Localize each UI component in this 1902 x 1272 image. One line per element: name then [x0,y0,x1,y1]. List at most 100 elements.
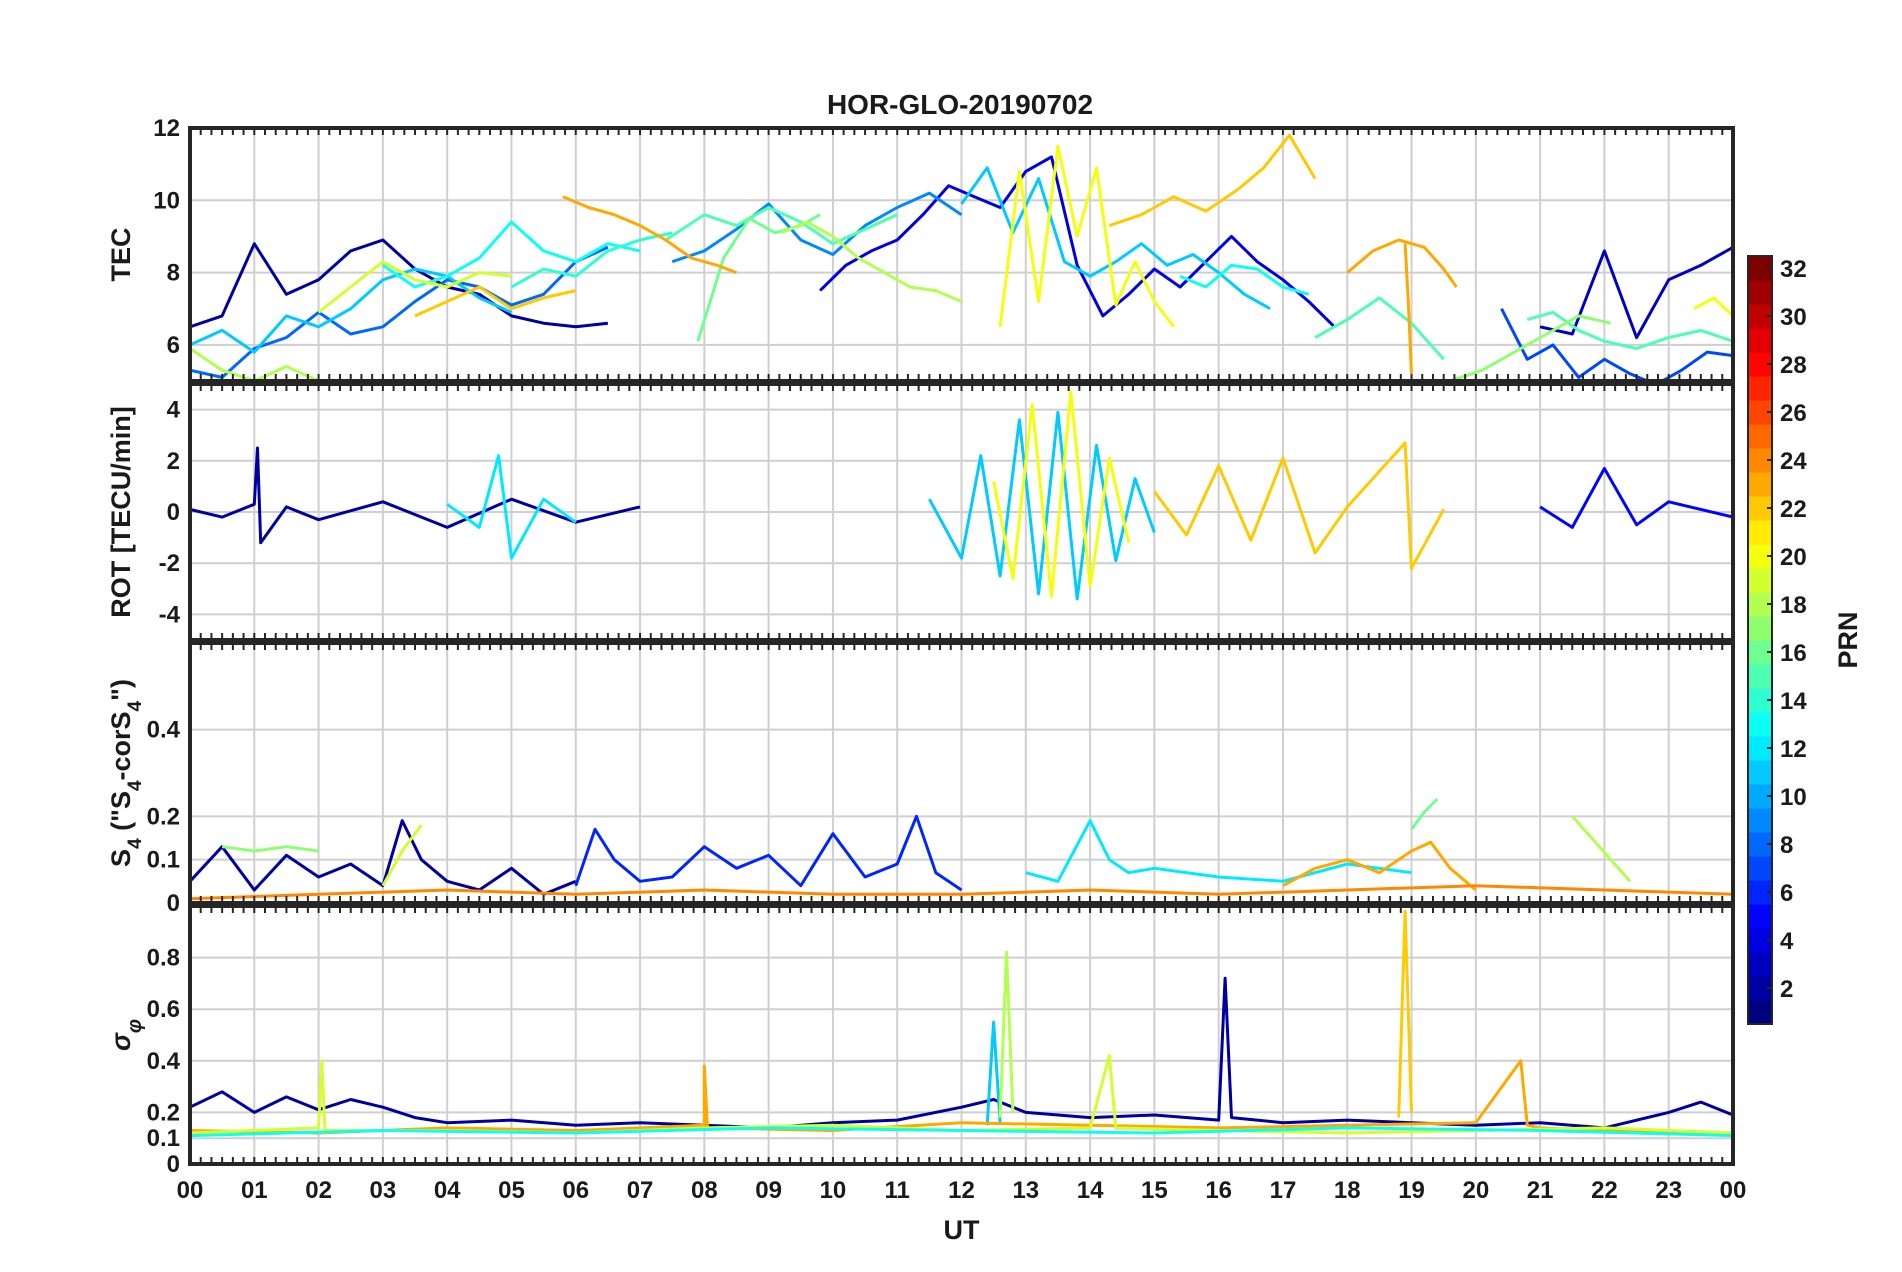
tec-series-prn-15 [1526,310,1733,350]
tec-series-prn-15 [664,206,898,246]
xtick-label: 07 [627,1177,654,1204]
xtick-label: 11 [885,1177,910,1204]
s4-grid [189,643,1734,904]
sigma_phi-ytick-label: 0.1 [147,1125,180,1152]
sigma_phi-ytick-label: 0 [167,1151,180,1178]
colorbar-frame [1747,255,1773,1025]
tec-series-prn-18 [780,220,963,303]
colorbar-swatch [1748,856,1772,881]
tec-series-prn-11 [960,166,1271,311]
colorbar-swatch [1748,616,1772,641]
colorbar-swatch [1748,808,1772,833]
colorbar-tick-label: 10 [1780,784,1807,811]
xtick-label: 13 [1012,1177,1039,1204]
sigma_phi-ylabel: σφ [106,1019,146,1051]
s4-ytick-label: 0.4 [147,717,181,744]
s4-ylabel: S4 ("S4-corS4") [106,679,146,867]
xtick-label: 00 [1720,1177,1747,1204]
colorbar-swatch [1748,664,1772,689]
colorbar-swatch [1748,472,1772,497]
sigma_phi-ytick-label: 0.2 [147,1099,180,1126]
xtick-label: 15 [1141,1177,1168,1204]
rot-grid [189,384,1734,640]
colorbar-tick-label: 20 [1780,544,1807,571]
colorbar-tick-label: 8 [1780,832,1793,859]
xtick-label: 22 [1591,1177,1618,1204]
colorbar-swatch [1748,904,1772,929]
s4-ytick-label: 0 [167,890,180,917]
tec-series-prn-20 [1693,296,1733,317]
colorbar-swatch [1748,760,1772,785]
tec-series-prn-14 [510,231,673,289]
colorbar-tick-label: 28 [1780,352,1807,379]
colorbar-tick-label: 14 [1780,688,1807,715]
xtick-label: 06 [562,1177,589,1204]
s4-ytick-label: 0.2 [147,803,180,830]
x-axis: 00 01 02 03 04 05 06 07 08 09 10 11 12 13 14 15 16 17 18 19… [177,1177,1747,1245]
xtick-label: 17 [1270,1177,1297,1204]
colorbar-tick-label: 24 [1780,448,1807,475]
sigma_phi-minor-ticks [199,906,1724,1164]
xtick-label: 10 [820,1177,847,1204]
xtick-label: 01 [241,1177,268,1204]
colorbar-swatch [1748,568,1772,593]
colorbar-swatch [1748,424,1772,449]
tec-minor-ticks [199,128,1724,381]
rot-ytick-label: 4 [167,397,181,424]
colorbar-swatch [1748,376,1772,401]
rot-series-prn-22 [1153,441,1446,570]
rot-series-prn-12 [446,454,577,560]
colorbar-tick-label: 26 [1780,400,1807,427]
xtick-label: 08 [691,1177,718,1204]
s4-series-prn-2 [190,819,577,896]
tec-series-prn-22 [1108,133,1317,228]
s4-series-prn-24 [190,884,1733,901]
rot-ytick-label: 2 [167,448,180,475]
rot-ytick-label: 0 [167,499,180,526]
xtick-label: 05 [498,1177,525,1204]
sigma_phi-ytick-label: 0.8 [147,945,180,972]
s4-series-prn-12 [1025,819,1412,883]
xtick-label: 09 [755,1177,782,1204]
colorbar-label: PRN [1833,611,1863,668]
tec-series-prn-23 [562,195,738,275]
s4-series-group [190,797,1733,901]
xtick-label: 14 [1077,1177,1104,1204]
rot-series-prn-20 [992,390,1131,598]
sigma_phi-series-prn-13 [190,1126,1733,1138]
xtick-label: 21 [1527,1177,1554,1204]
tec-series-prn-18 [190,347,320,381]
tec-grid [189,127,1734,381]
rot-series-prn-11 [928,410,1156,601]
tec-series-prn-17 [1443,314,1612,381]
tec-series-group [190,133,1733,381]
colorbar-tick-label: 30 [1780,304,1807,331]
tec-series-prn-2 [190,238,609,329]
tec-series-prn-15 [1314,296,1445,361]
tec-ytick-label: 12 [153,115,180,142]
tec-series-prn-19 [317,260,512,314]
s4-series-prn-19 [381,824,423,887]
colorbar-tick-label: 22 [1780,496,1807,523]
xtick-label: 23 [1655,1177,1682,1204]
x-axis-label: UT [944,1215,980,1245]
s4-ytick-label: 0.1 [147,847,180,874]
xtick-label: 04 [434,1177,461,1204]
xtick-label: 16 [1205,1177,1232,1204]
colorbar-tick-label: 16 [1780,640,1807,667]
rot-series-prn-5 [1539,467,1733,529]
panel-s4: 0 0.1 0.2 0.4S4 ("S4-corS4") [106,641,1735,917]
tec-series-prn-4 [819,155,1336,328]
tec-series-prn-3 [1539,245,1733,340]
s4-series-prn-23 [1282,840,1477,892]
panel-sigma_phi: 00.10.2 0.4 0.6 0.8 σφ [106,904,1735,1178]
tec-ytick-label: 8 [167,260,180,287]
s4-series-prn-16 [1410,797,1439,831]
xtick-label: 18 [1334,1177,1361,1204]
rot-series-group [190,390,1733,601]
colorbar-tick-label: 32 [1780,256,1807,283]
panel-tec: 6 8 10 12 TEC [106,115,1735,383]
s4-series-prn-17 [221,845,319,853]
